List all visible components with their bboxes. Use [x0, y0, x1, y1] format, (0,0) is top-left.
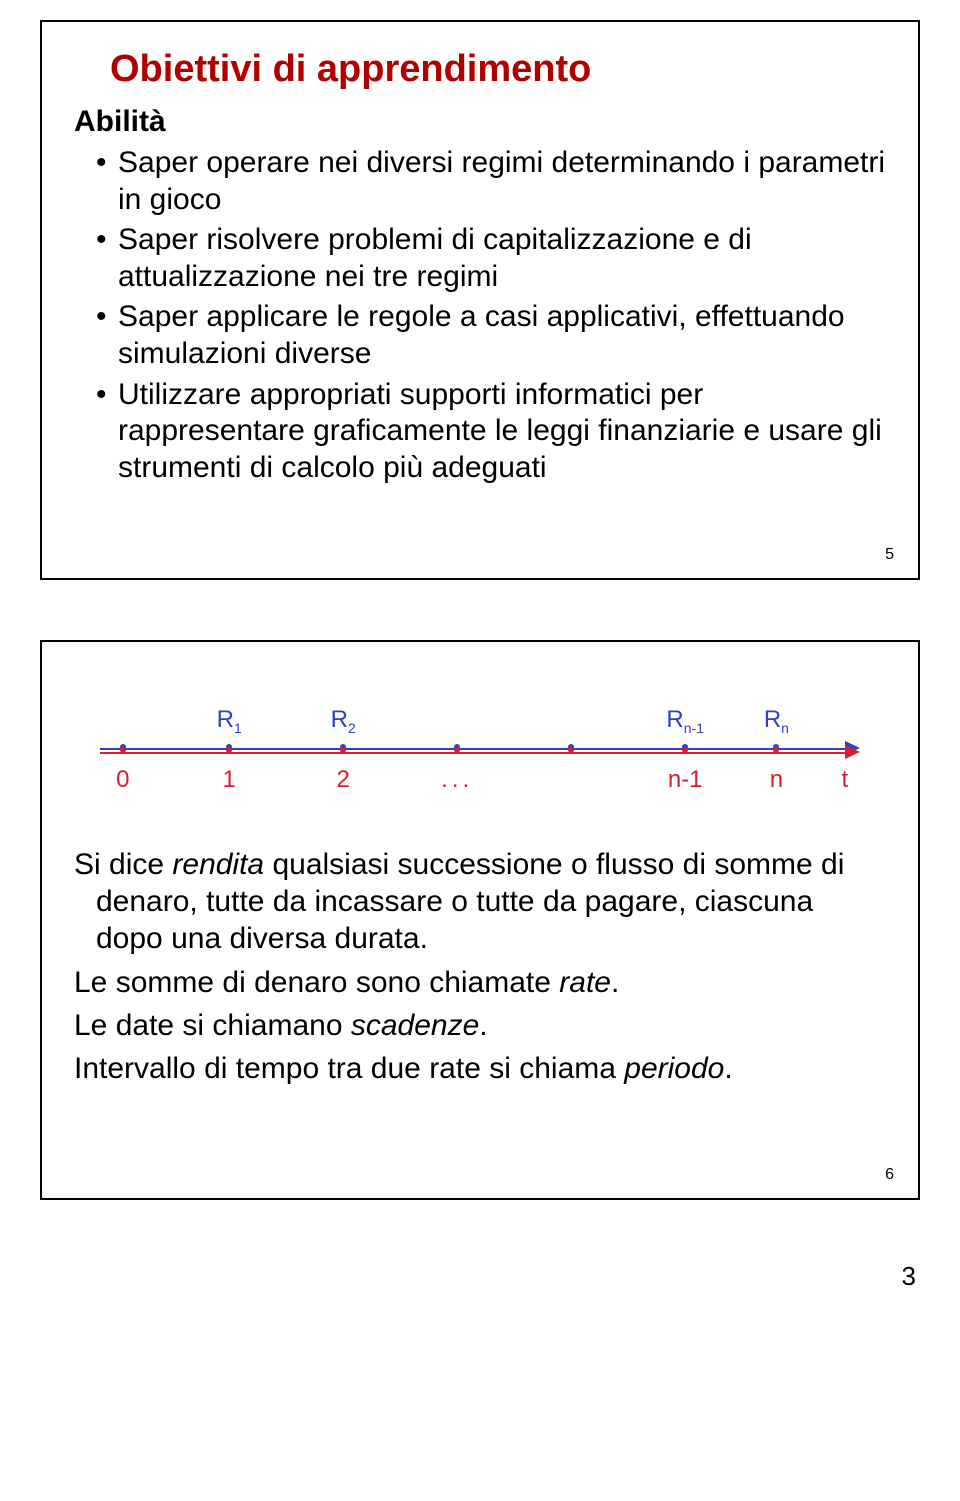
t-label: n [770, 766, 783, 794]
r-label: Rn [764, 706, 789, 736]
tick [340, 747, 346, 753]
t-label: 2 [337, 766, 350, 794]
definition-rendita: Si dice rendita qualsiasi successione o … [74, 846, 886, 958]
tick [226, 747, 232, 753]
bullet-list: Saper operare nei diversi regimi determi… [74, 145, 886, 486]
tick [568, 747, 574, 753]
definition-rate: Le somme di denaro sono chiamate rate. [74, 964, 886, 1001]
slide-2: R1 R2 Rn-1 Rn 0 1 2 n-1 n ... t Si dice … [40, 640, 920, 1200]
t-label: 0 [116, 766, 129, 794]
sheet-page-number: 3 [902, 1261, 916, 1292]
bullet-item: Utilizzare appropriati supporti informat… [74, 377, 886, 487]
page: Obiettivi di apprendimento Abilità Saper… [0, 0, 960, 1300]
axis-line-bottom [100, 752, 846, 754]
definition-periodo: Intervallo di tempo tra due rate si chia… [74, 1050, 886, 1087]
slide-subheading: Abilità [74, 105, 886, 139]
slide-page-number: 5 [885, 546, 894, 564]
t-axis-label: t [841, 766, 848, 794]
t-ellipsis: ... [441, 766, 473, 794]
bullet-item: Saper operare nei diversi regimi determi… [74, 145, 886, 218]
slide-title: Obiettivi di apprendimento [74, 48, 886, 91]
tick [682, 747, 688, 753]
tick [120, 747, 126, 753]
bullet-item: Saper applicare le regole a casi applica… [74, 299, 886, 372]
axis-arrow-bottom [845, 745, 860, 759]
t-label: 1 [223, 766, 236, 794]
r-label: R1 [217, 706, 242, 736]
tick [454, 747, 460, 753]
slide-1: Obiettivi di apprendimento Abilità Saper… [40, 20, 920, 580]
r-label: R2 [331, 706, 356, 736]
bullet-item: Saper risolvere problemi di capitalizzaz… [74, 222, 886, 295]
axis-line-top [100, 748, 846, 750]
tick [773, 747, 779, 753]
slide-page-number: 6 [885, 1166, 894, 1184]
r-label: Rn-1 [666, 706, 704, 736]
timeline-diagram: R1 R2 Rn-1 Rn 0 1 2 n-1 n ... t [100, 688, 860, 818]
t-label: n-1 [668, 766, 703, 794]
definition-scadenze: Le date si chiamano scadenze. [74, 1007, 886, 1044]
